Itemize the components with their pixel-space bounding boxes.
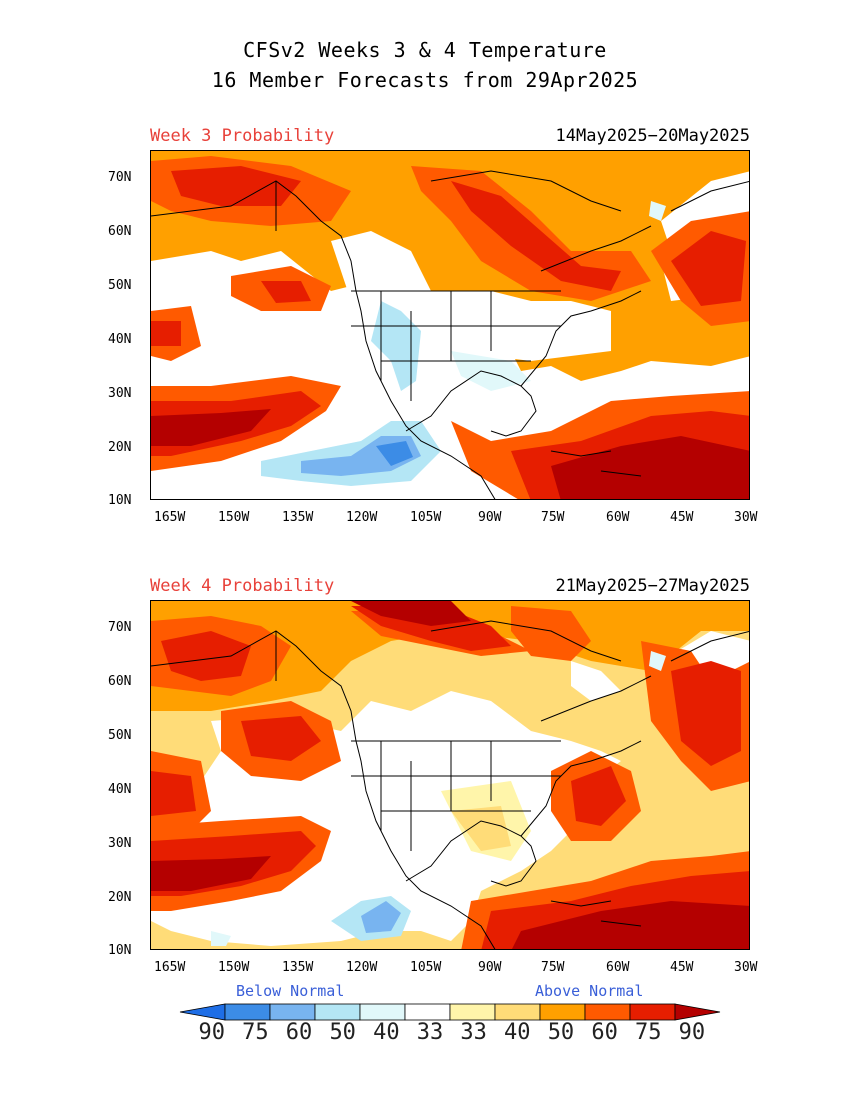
week3-lon-90: 90W (478, 510, 502, 525)
week3-lat-40: 40N (108, 332, 132, 347)
week3-label: Week 3 Probability (150, 126, 335, 146)
legend-value: 75 (242, 1020, 269, 1045)
week3-lat-10: 10N (108, 493, 132, 508)
week4-lon-165: 165W (154, 960, 186, 975)
week4-lon-75: 75W (541, 960, 565, 975)
week3-lon-60: 60W (606, 510, 630, 525)
legend-value: 90 (198, 1020, 226, 1045)
week3-lon-165: 165W (154, 510, 186, 525)
week4-map (150, 600, 750, 950)
week3-lon-135: 135W (282, 510, 314, 525)
title-line-1: CFSv2 Weeks 3 & 4 Temperature (243, 38, 607, 62)
legend-value: 60 (285, 1020, 313, 1045)
week3-lon-30: 30W (734, 510, 758, 525)
legend-arrow-above (674, 1003, 721, 1021)
week4-lat-60: 60N (108, 674, 132, 689)
week4-lat-70: 70N (108, 620, 132, 635)
week4-lat-40: 40N (108, 782, 132, 797)
legend-cell (629, 1003, 676, 1021)
legend-colorbar (179, 1003, 721, 1021)
week4-lon-105: 105W (410, 960, 442, 975)
title-line-2: 16 Member Forecasts from 29Apr2025 (211, 68, 639, 92)
legend-cell (314, 1003, 361, 1021)
week4-label: Week 4 Probability (150, 576, 335, 596)
legend-above-label: Above Normal (535, 982, 644, 1000)
week3-map (150, 150, 750, 500)
week4-lat-30: 30N (108, 836, 132, 851)
week4-lon-30: 30W (734, 960, 758, 975)
legend-cell (584, 1003, 631, 1021)
legend-value: 60 (591, 1020, 618, 1045)
week4-dates: 21May2025−27May2025 (555, 576, 750, 596)
week4-lat-50: 50N (108, 728, 132, 743)
week3-lat-20: 20N (108, 440, 132, 455)
legend-cell (359, 1003, 406, 1021)
week4-lon-90: 90W (478, 960, 502, 975)
week3-lon-120: 120W (346, 510, 378, 525)
legend-value: 33 (416, 1020, 444, 1045)
legend-cell (224, 1003, 271, 1021)
legend-below-label: Below Normal (236, 982, 345, 1000)
legend-value: 40 (373, 1020, 400, 1045)
legend-cell (539, 1003, 586, 1021)
legend-cell (494, 1003, 541, 1021)
week3-lat-50: 50N (108, 278, 132, 293)
week3-lon-150: 150W (218, 510, 250, 525)
week3-lat-60: 60N (108, 224, 132, 239)
legend-cell (404, 1003, 451, 1021)
legend-value: 40 (504, 1020, 531, 1045)
week4-map-svg (151, 601, 749, 949)
week3-lon-105: 105W (410, 510, 442, 525)
week4-lon-120: 120W (346, 960, 378, 975)
legend-cell (449, 1003, 496, 1021)
week4-lat-10: 10N (108, 943, 132, 958)
week4-lon-135: 135W (282, 960, 314, 975)
week4-lon-60: 60W (606, 960, 630, 975)
week4-lat-20: 20N (108, 890, 132, 905)
legend-value: 90 (678, 1020, 706, 1045)
legend-value: 75 (635, 1020, 662, 1045)
week3-lat-70: 70N (108, 170, 132, 185)
legend-arrow-below (179, 1003, 226, 1021)
week4-lon-150: 150W (218, 960, 250, 975)
legend-cell (269, 1003, 316, 1021)
legend-value: 50 (329, 1020, 356, 1045)
legend-value: 33 (460, 1020, 487, 1045)
week3-lon-45: 45W (670, 510, 694, 525)
legend-value: 50 (547, 1020, 575, 1045)
week3-dates: 14May2025−20May2025 (555, 126, 750, 146)
week3-lon-75: 75W (541, 510, 565, 525)
week4-lon-45: 45W (670, 960, 694, 975)
week3-map-svg (151, 151, 749, 499)
week3-lat-30: 30N (108, 386, 132, 401)
